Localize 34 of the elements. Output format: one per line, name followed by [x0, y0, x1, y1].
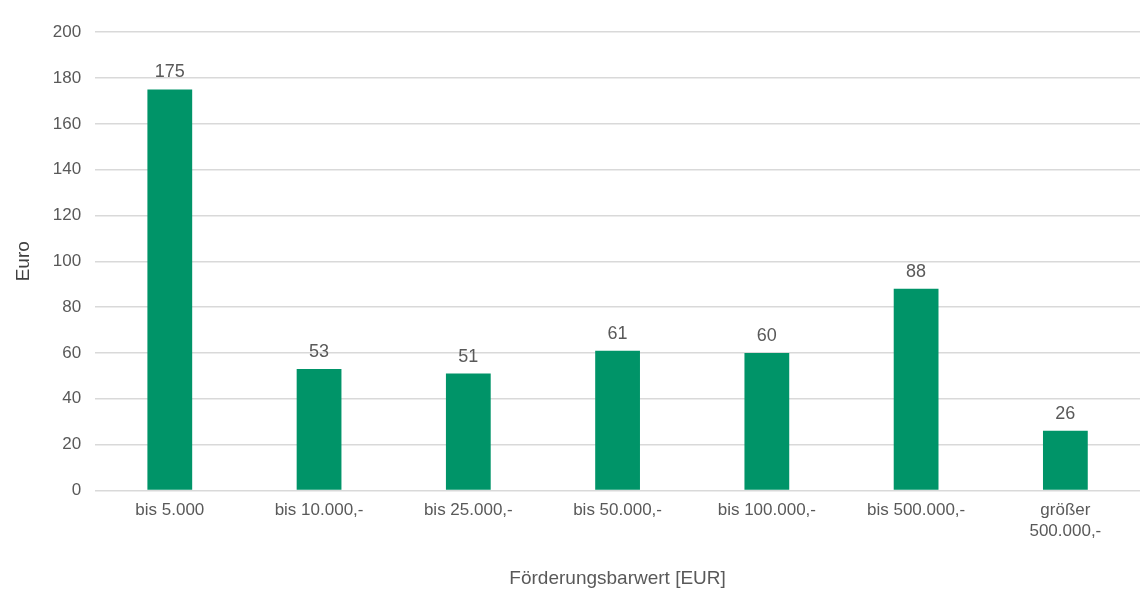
data-label: 53: [309, 340, 330, 361]
y-tick-label: 20: [62, 434, 82, 454]
data-label: 51: [458, 345, 479, 366]
x-tick-label: bis 5.000: [135, 500, 205, 520]
bar: [147, 89, 193, 490]
bar: [445, 373, 491, 490]
data-label: 26: [1055, 402, 1076, 423]
data-label: 61: [607, 322, 628, 343]
x-tick-label: bis 50.000,-: [573, 500, 662, 520]
y-tick-label: 0: [71, 480, 82, 500]
x-axis-title: Förderungsbarwert [EUR]: [509, 566, 726, 588]
y-tick-label: 100: [52, 250, 82, 270]
y-tick-label: 200: [52, 21, 82, 41]
y-tick-label: 180: [52, 67, 82, 87]
x-tick-label: größer 500.000,-: [1029, 500, 1102, 540]
x-tick-label: bis 500.000,-: [866, 500, 966, 520]
data-label: 60: [756, 324, 777, 345]
bar: [1042, 430, 1088, 490]
data-label: 175: [154, 61, 185, 82]
bar: [595, 350, 640, 490]
bar: [744, 352, 790, 490]
bar: [893, 288, 939, 490]
x-tick-label: bis 25.000,-: [423, 500, 513, 520]
y-tick-label: 120: [52, 205, 82, 225]
y-tick-label: 40: [62, 388, 82, 408]
y-tick-label: 140: [52, 159, 82, 179]
x-tick-label: bis 10.000,-: [274, 500, 364, 520]
x-tick-label: bis 100.000,-: [717, 500, 816, 520]
y-tick-label: 80: [62, 296, 82, 316]
y-axis-title: Euro: [11, 241, 33, 282]
y-tick-label: 60: [62, 342, 82, 362]
data-label: 88: [906, 260, 927, 281]
bar: [296, 368, 342, 490]
y-tick-label: 160: [52, 113, 82, 133]
